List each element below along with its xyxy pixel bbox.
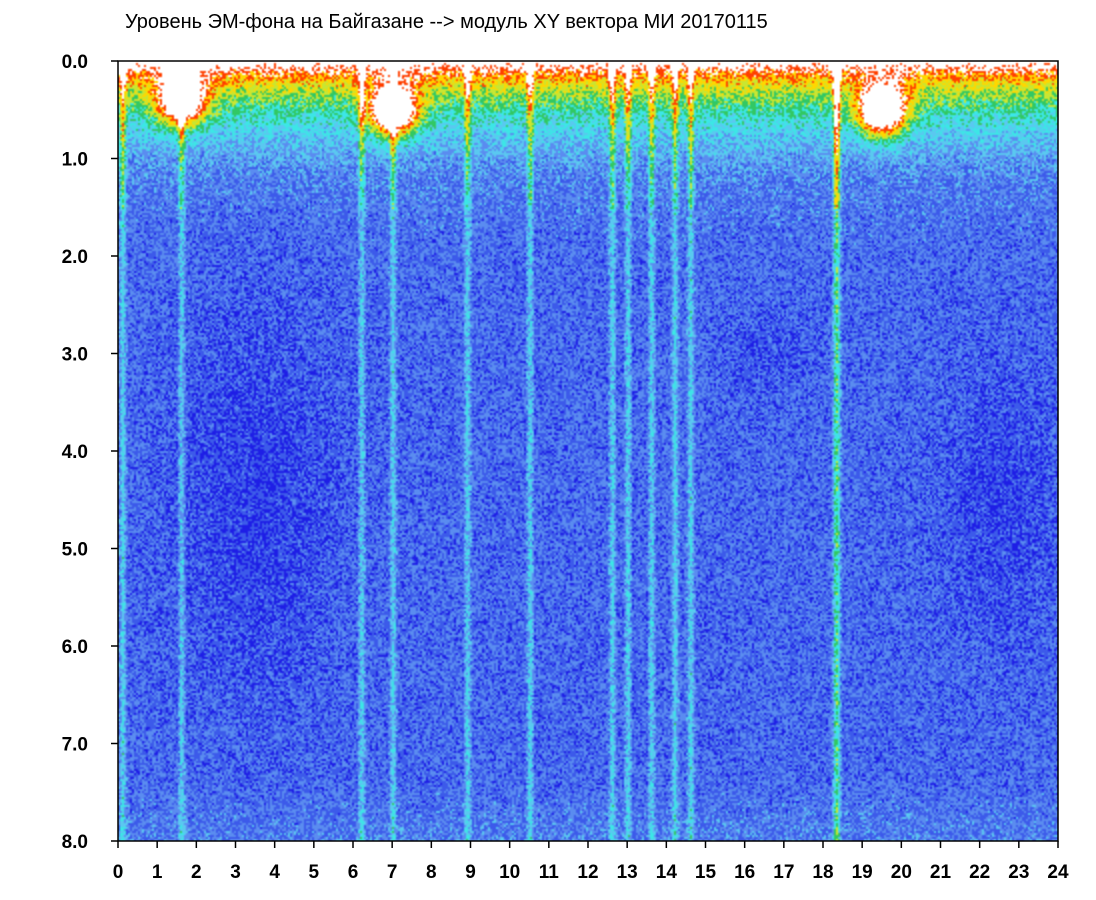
x-tick-label: 11 xyxy=(539,862,560,883)
x-tick-label: 15 xyxy=(695,862,717,883)
heatmap-image xyxy=(118,61,1058,841)
x-tick-label: 18 xyxy=(812,862,833,883)
y-tick-label: 0.0 xyxy=(62,52,88,73)
y-tick-label: 1.0 xyxy=(62,150,88,171)
x-tick-label: 14 xyxy=(656,862,678,883)
x-tick-label: 17 xyxy=(773,862,794,883)
x-tick-label: 13 xyxy=(617,862,638,883)
y-tick-label: 6.0 xyxy=(62,637,88,658)
y-axis: 0.0 1.0 2.0 3.0 4.0 5.0 6.0 7.0 8.0 xyxy=(62,52,118,853)
heatmap-plot-area xyxy=(118,61,1058,841)
x-tick-label: 10 xyxy=(499,862,520,883)
x-axis: 0 1 2 3 4 5 6 7 8 9 10 11 12 13 14 15 16 17 18 19 20 21 22 23 24 xyxy=(113,841,1069,883)
x-tick-label: 8 xyxy=(426,862,437,883)
y-tick-label: 8.0 xyxy=(62,832,88,853)
x-tick-label: 3 xyxy=(230,862,241,883)
x-tick-label: 9 xyxy=(465,862,476,883)
x-tick-label: 6 xyxy=(348,862,359,883)
x-tick-label: 4 xyxy=(269,862,280,883)
x-tick-label: 5 xyxy=(309,862,320,883)
x-tick-label: 7 xyxy=(387,862,398,883)
y-tick-label: 2.0 xyxy=(62,247,88,268)
x-tick-label: 24 xyxy=(1047,862,1069,883)
x-tick-label: 2 xyxy=(191,862,202,883)
x-tick-label: 21 xyxy=(930,862,952,883)
x-tick-label: 19 xyxy=(852,862,873,883)
x-tick-label: 0 xyxy=(113,862,124,883)
y-tick-label: 5.0 xyxy=(62,540,88,561)
chart-title: Уровень ЭМ-фона на Байгазане --> модуль … xyxy=(125,11,768,33)
x-tick-label: 20 xyxy=(891,862,912,883)
x-tick-label: 23 xyxy=(1008,862,1029,883)
y-tick-label: 7.0 xyxy=(62,735,88,756)
x-tick-label: 22 xyxy=(969,862,990,883)
x-tick-label: 1 xyxy=(152,862,163,883)
x-tick-label: 12 xyxy=(577,862,598,883)
y-tick-label: 3.0 xyxy=(62,345,88,366)
x-tick-label: 16 xyxy=(734,862,755,883)
y-tick-label: 4.0 xyxy=(62,442,88,463)
